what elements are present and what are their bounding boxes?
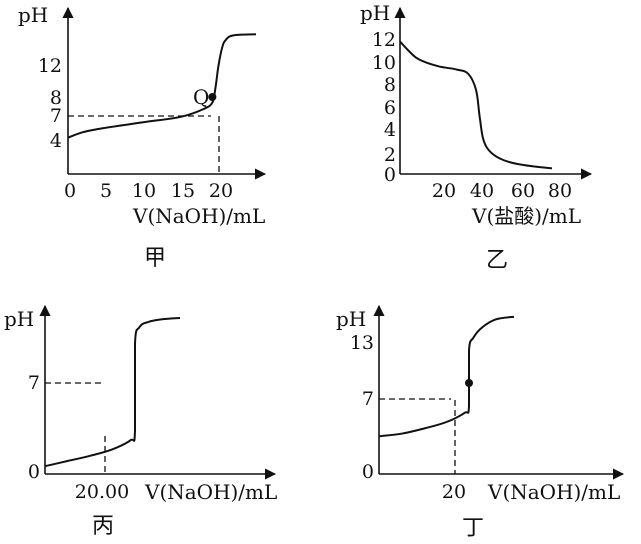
x-axis-label: V(NaOH)/mL bbox=[487, 480, 620, 504]
chart-title: 甲 bbox=[144, 246, 166, 271]
y-tick-label: 2 bbox=[384, 144, 396, 166]
y-tick-label: 8 bbox=[384, 74, 396, 96]
y-tick-label: 7 bbox=[362, 388, 374, 410]
chart-title: 丙 bbox=[92, 514, 114, 539]
y-axis-label: pH bbox=[360, 1, 390, 25]
chart-title: 乙 bbox=[486, 248, 508, 273]
x-tick-label: 20.00 bbox=[75, 481, 129, 503]
panel-jia: pH 4 7 8 12 0 5 10 15 20 V(NaOH)/mL 甲 Q bbox=[18, 3, 267, 271]
y-axis-label: pH bbox=[4, 307, 34, 331]
y-tick-label: 0 bbox=[384, 164, 396, 186]
y-tick-label: 7 bbox=[28, 372, 40, 394]
panel-yi: pH 0 2 4 6 8 10 12 20 40 60 80 V(盐酸)/mL … bbox=[360, 1, 593, 273]
y-tick-label: 4 bbox=[384, 119, 396, 141]
panel-ding: pH 0 7 13 20 V(NaOH)/mL 丁 bbox=[336, 304, 625, 541]
x-tick-label: 20 bbox=[209, 180, 233, 202]
y-tick-label: 13 bbox=[350, 332, 374, 354]
series-line bbox=[399, 40, 553, 170]
x-tick-labels: 0 5 10 15 20 bbox=[64, 180, 233, 202]
x-tick-label: 5 bbox=[100, 180, 112, 202]
y-tick-label: 7 bbox=[50, 105, 62, 127]
chart-title: 丁 bbox=[462, 516, 484, 541]
annotation-q: Q bbox=[193, 85, 209, 109]
y-tick-label: 0 bbox=[28, 461, 40, 483]
y-axis-label: pH bbox=[18, 3, 48, 27]
y-tick-label: 0 bbox=[362, 461, 374, 483]
y-tick-label: 4 bbox=[50, 130, 62, 152]
series-line bbox=[44, 317, 181, 468]
panel-bing: pH 0 7 20.00 V(NaOH)/mL 丙 bbox=[4, 304, 277, 539]
y-axis-label: pH bbox=[336, 307, 366, 331]
x-tick-label: 10 bbox=[132, 180, 156, 202]
y-tick-label: 12 bbox=[38, 55, 62, 77]
y-tick-label: 6 bbox=[384, 97, 396, 119]
y-tick-labels: 0 7 13 bbox=[350, 332, 374, 483]
x-tick-label: 80 bbox=[548, 180, 572, 202]
y-tick-labels: 0 2 4 6 8 10 12 bbox=[372, 29, 396, 186]
x-axis-label: V(盐酸)/mL bbox=[471, 204, 581, 228]
series-line bbox=[67, 33, 257, 139]
x-tick-label: 20 bbox=[432, 180, 456, 202]
equivalence-point bbox=[465, 379, 473, 387]
y-tick-labels: 0 7 bbox=[28, 372, 40, 483]
y-tick-label: 10 bbox=[372, 52, 396, 74]
x-axis-label: V(NaOH)/mL bbox=[144, 480, 277, 504]
x-tick-label: 60 bbox=[511, 180, 535, 202]
x-tick-labels: 20 40 60 80 bbox=[432, 180, 572, 202]
point-q bbox=[208, 93, 217, 101]
series-line bbox=[378, 315, 515, 438]
x-tick-label: 15 bbox=[171, 180, 195, 202]
y-tick-label: 8 bbox=[50, 87, 62, 109]
x-tick-label: 20 bbox=[442, 481, 466, 503]
x-axis-label: V(NaOH)/mL bbox=[132, 204, 265, 228]
x-tick-label: 40 bbox=[470, 180, 494, 202]
x-tick-label: 0 bbox=[64, 180, 76, 202]
y-tick-labels: 4 7 8 12 bbox=[38, 55, 62, 152]
y-tick-label: 12 bbox=[372, 29, 396, 51]
